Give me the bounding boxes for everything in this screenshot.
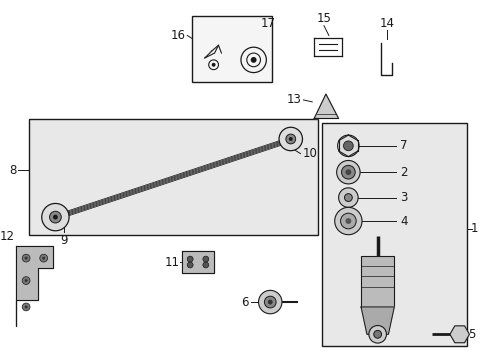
Circle shape xyxy=(41,203,69,231)
Polygon shape xyxy=(314,94,338,118)
Circle shape xyxy=(211,63,215,67)
Text: 1: 1 xyxy=(469,222,477,235)
Circle shape xyxy=(267,300,272,305)
Text: 7: 7 xyxy=(399,139,407,152)
Circle shape xyxy=(279,127,302,151)
Polygon shape xyxy=(360,307,393,334)
Text: 4: 4 xyxy=(399,215,407,228)
Circle shape xyxy=(49,211,61,223)
Text: 2: 2 xyxy=(399,166,407,179)
Circle shape xyxy=(42,257,45,260)
Bar xyxy=(29,120,318,235)
Circle shape xyxy=(264,296,276,308)
Text: 3: 3 xyxy=(399,191,407,204)
Circle shape xyxy=(337,135,358,157)
Circle shape xyxy=(24,257,27,260)
Text: 9: 9 xyxy=(61,234,68,247)
Text: 11: 11 xyxy=(164,256,179,269)
Circle shape xyxy=(338,188,357,207)
Circle shape xyxy=(340,213,355,229)
Circle shape xyxy=(373,330,381,338)
Circle shape xyxy=(22,303,30,311)
Text: 17: 17 xyxy=(260,17,275,30)
Circle shape xyxy=(250,57,256,63)
Text: 5: 5 xyxy=(468,328,475,341)
Circle shape xyxy=(203,262,208,268)
Circle shape xyxy=(345,218,350,224)
Circle shape xyxy=(40,254,47,262)
Circle shape xyxy=(24,279,27,282)
Text: 12: 12 xyxy=(0,230,14,243)
Circle shape xyxy=(336,161,359,184)
Text: 10: 10 xyxy=(302,147,317,160)
Polygon shape xyxy=(182,251,213,273)
Text: 6: 6 xyxy=(241,296,248,309)
Circle shape xyxy=(285,134,295,144)
Circle shape xyxy=(203,256,208,262)
Circle shape xyxy=(343,141,352,151)
Text: 8: 8 xyxy=(9,164,16,177)
Circle shape xyxy=(187,256,193,262)
Circle shape xyxy=(53,215,58,220)
Circle shape xyxy=(187,262,193,268)
Circle shape xyxy=(22,277,30,284)
Text: 16: 16 xyxy=(170,29,185,42)
Bar xyxy=(322,123,466,346)
Text: 14: 14 xyxy=(379,17,394,30)
Circle shape xyxy=(288,137,292,141)
Circle shape xyxy=(22,254,30,262)
Text: 13: 13 xyxy=(286,94,301,107)
Polygon shape xyxy=(16,246,53,327)
Text: 15: 15 xyxy=(316,12,331,25)
Bar xyxy=(360,256,393,307)
Circle shape xyxy=(345,169,350,175)
Circle shape xyxy=(341,165,354,179)
Circle shape xyxy=(368,325,386,343)
Circle shape xyxy=(24,306,27,309)
Bar xyxy=(192,16,272,82)
Circle shape xyxy=(344,194,351,202)
Circle shape xyxy=(258,291,282,314)
Circle shape xyxy=(334,207,361,235)
